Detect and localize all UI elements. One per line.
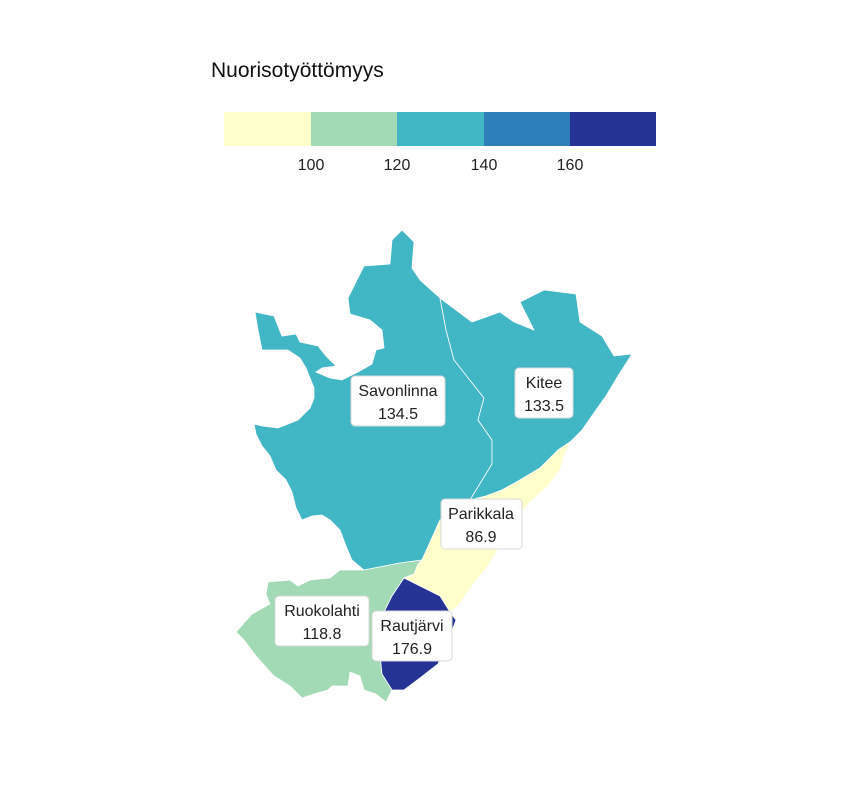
legend-tick-100: 100 bbox=[298, 157, 325, 174]
label-value-rautjarvi: 176.9 bbox=[392, 641, 432, 658]
legend-swatch-5 bbox=[570, 112, 656, 146]
map-labels: Savonlinna 134.5 Kitee 133.5 Parikkala 8… bbox=[274, 367, 574, 662]
label-box-rautjarvi bbox=[371, 610, 453, 662]
label-box-kitee bbox=[514, 367, 574, 419]
label-name-parikkala: Parikkala bbox=[448, 506, 514, 523]
map-title: Nuorisotyöttömyys bbox=[211, 59, 384, 82]
label-ruokolahti: Ruokolahti 118.8 bbox=[274, 595, 370, 647]
legend-tick-140: 140 bbox=[471, 157, 498, 174]
label-rautjarvi: Rautjärvi 176.9 bbox=[371, 610, 453, 662]
legend-swatch-3 bbox=[397, 112, 484, 146]
label-box-parikkala bbox=[440, 498, 523, 550]
label-value-parikkala: 86.9 bbox=[465, 529, 496, 546]
label-value-kitee: 133.5 bbox=[524, 398, 564, 415]
legend-tick-120: 120 bbox=[384, 157, 411, 174]
label-name-ruokolahti: Ruokolahti bbox=[284, 603, 360, 620]
label-name-rautjarvi: Rautjärvi bbox=[380, 618, 443, 635]
label-box-ruokolahti bbox=[274, 595, 370, 647]
legend-swatch-2 bbox=[311, 112, 397, 146]
legend-tick-160: 160 bbox=[557, 157, 584, 174]
label-savonlinna: Savonlinna 134.5 bbox=[350, 375, 446, 427]
legend-swatch-4 bbox=[484, 112, 570, 146]
label-name-kitee: Kitee bbox=[526, 375, 563, 392]
label-box-savonlinna bbox=[350, 375, 446, 427]
legend: 100 120 140 160 bbox=[224, 112, 656, 174]
label-value-ruokolahti: 118.8 bbox=[303, 626, 342, 643]
label-kitee: Kitee 133.5 bbox=[514, 367, 574, 419]
label-value-savonlinna: 134.5 bbox=[378, 406, 418, 423]
legend-swatch-1 bbox=[224, 112, 311, 146]
label-name-savonlinna: Savonlinna bbox=[358, 383, 437, 400]
label-parikkala: Parikkala 86.9 bbox=[440, 498, 523, 550]
